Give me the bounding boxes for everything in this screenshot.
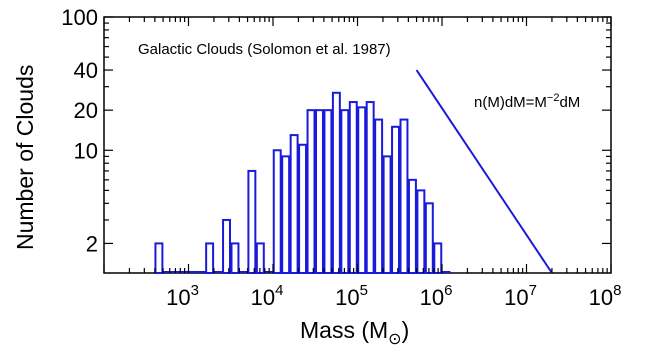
histogram-bar <box>281 155 291 274</box>
histogram-bar <box>331 91 341 275</box>
fit-label-exponent: −2 <box>547 92 560 104</box>
histogram-bar <box>272 149 282 275</box>
x-tick-label: 107 <box>504 282 537 310</box>
x-axis-title-subscript: ⊙ <box>388 331 401 348</box>
histogram-bar <box>391 125 400 274</box>
histogram-bar <box>357 106 367 274</box>
histogram-bar <box>323 109 333 274</box>
y-axis-title: Number of Clouds <box>12 65 38 250</box>
x-tick-label: 105 <box>335 282 368 310</box>
y-tick-label: 40 <box>74 58 98 83</box>
y-tick-label: 10 <box>74 138 98 163</box>
fit-label: n(M)dM=M−2dM <box>474 92 580 111</box>
y-tick-labels: 2 10 20 40 100 <box>61 5 98 256</box>
histogram-bar <box>407 178 417 274</box>
histogram-bar <box>230 242 240 274</box>
x-axis-title: Mass (M⊙) <box>300 317 409 348</box>
histogram-bar <box>222 218 232 274</box>
histogram-bar <box>306 109 316 274</box>
histogram-bar <box>424 202 434 274</box>
histogram-bar <box>205 242 215 274</box>
histogram-bar <box>154 242 164 274</box>
x-tick-label: 103 <box>166 282 199 310</box>
histogram-bar <box>315 109 324 274</box>
histogram-bars <box>154 91 451 275</box>
histogram-bar <box>348 101 358 274</box>
x-axis-title-main: Mass (M <box>300 317 388 343</box>
y-tick-label: 20 <box>74 98 98 123</box>
axis-ticks <box>103 16 612 273</box>
fit-label-suffix: dM <box>559 94 580 111</box>
histogram-bar <box>289 134 299 274</box>
y-tick-label: 100 <box>61 5 98 30</box>
fit-label-main: n(M)dM=M <box>474 94 547 111</box>
x-tick-label: 104 <box>251 282 284 310</box>
annotation: Galactic Clouds (Solomon et al. 1987) <box>138 41 391 58</box>
x-tick-label: 108 <box>589 282 622 310</box>
histogram-bar <box>365 101 375 274</box>
histogram-bar <box>340 109 350 274</box>
x-axis-title-close: ) <box>402 317 410 343</box>
histogram-bar <box>416 189 426 275</box>
histogram-bar <box>298 143 308 274</box>
x-tick-label: 106 <box>420 282 453 310</box>
histogram-bar <box>374 118 384 274</box>
fit-line <box>415 69 553 274</box>
histogram-bar <box>382 155 392 274</box>
histogram-bar <box>399 118 409 274</box>
y-tick-label: 2 <box>86 231 98 256</box>
histogram-bar <box>247 169 257 275</box>
x-tick-labels: 103 104 105 106 107 108 <box>166 282 621 310</box>
